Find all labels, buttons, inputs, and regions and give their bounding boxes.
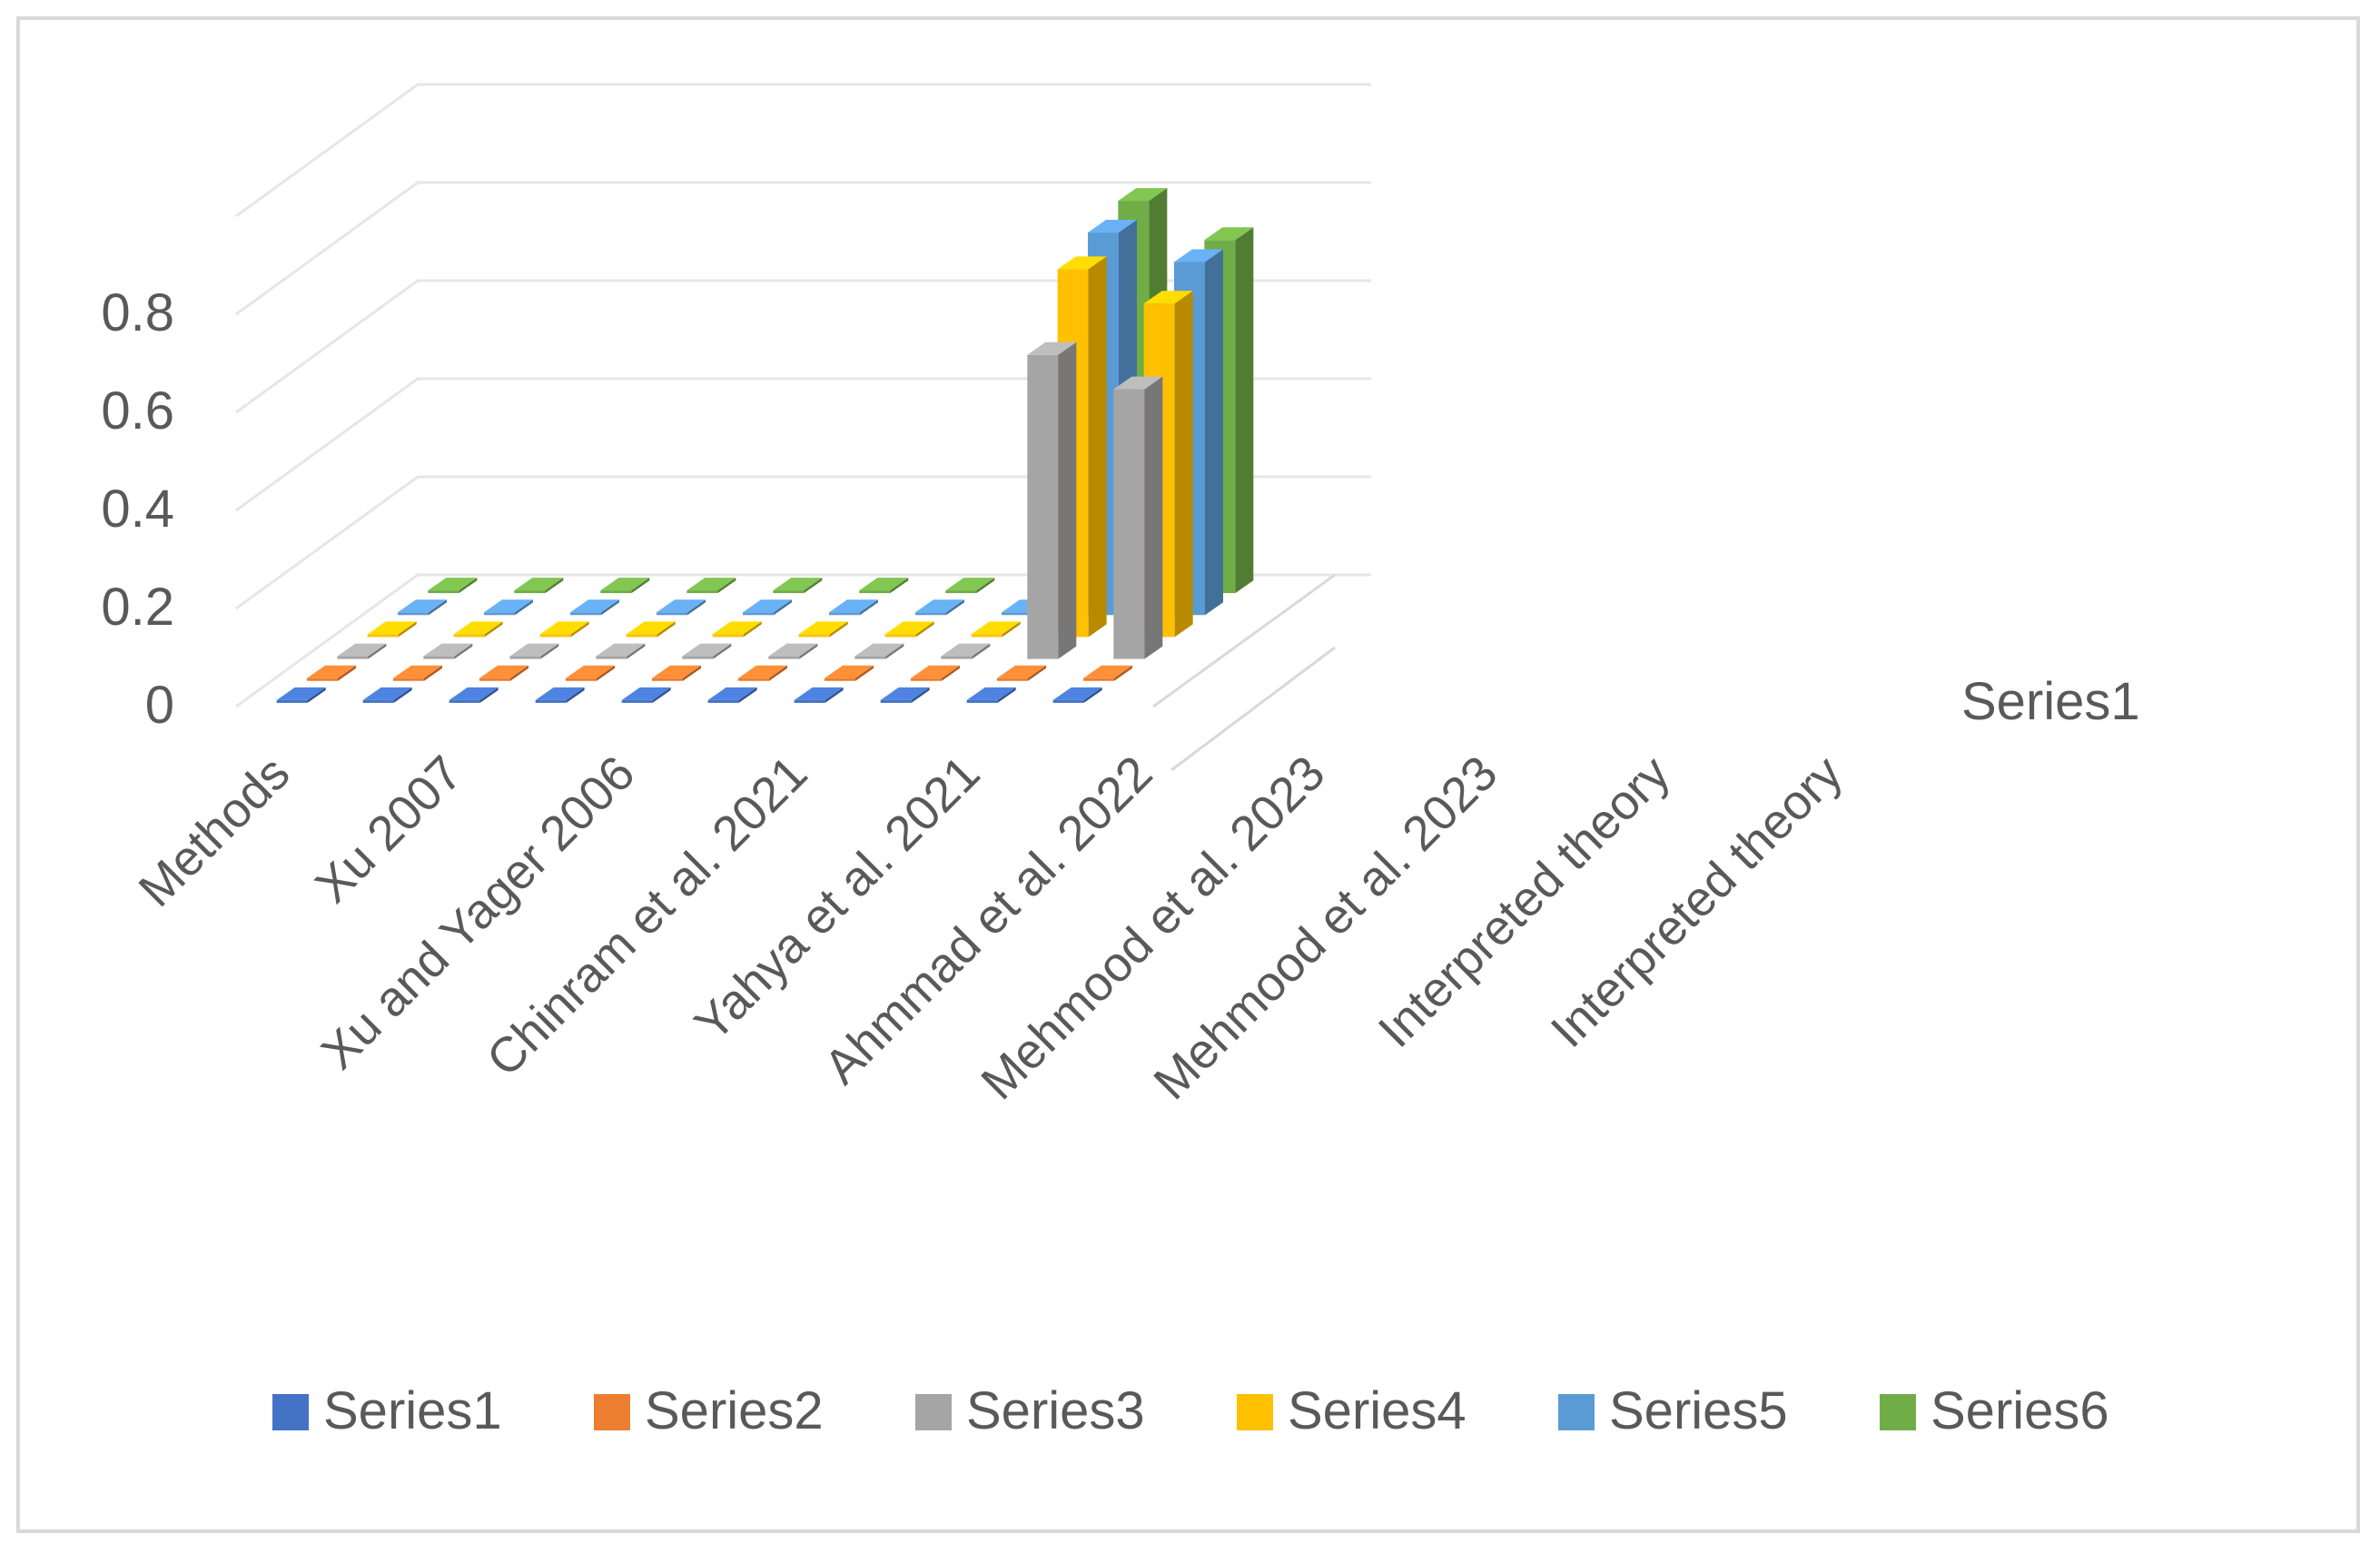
bar-series5-3	[657, 599, 706, 616]
floor-edge	[1152, 573, 1336, 708]
bar-series4-6	[884, 621, 934, 638]
bar-series3-4	[682, 643, 732, 659]
y-axis-ticks: 0 0.2 0.4 0.6 0.8	[101, 283, 174, 735]
depth-axis-label: Series1	[1961, 672, 2140, 731]
bar-series5-6	[915, 599, 964, 616]
legend-label: Series1	[323, 1381, 502, 1440]
y-tick-label: 0.6	[101, 381, 174, 440]
legend-label: Series6	[1931, 1381, 2109, 1440]
bar-series2-7	[911, 665, 960, 681]
bar-series1-3	[535, 687, 585, 703]
category-label: Methods	[129, 746, 301, 917]
bar-series6-5	[859, 578, 909, 594]
bar-series1-6	[794, 687, 844, 703]
gridline	[235, 279, 1371, 414]
bar-series1-7	[880, 687, 930, 703]
y-tick-label: 0.2	[101, 578, 174, 637]
bar-series5-0	[398, 599, 447, 616]
bar-series6-1	[514, 578, 564, 594]
legend-label: Series3	[966, 1381, 1145, 1440]
gridline	[235, 83, 1371, 218]
gridline	[235, 181, 1371, 316]
bar-series1-2	[449, 687, 499, 703]
bar-series1-9	[1052, 687, 1102, 703]
bar-series5-4	[743, 599, 792, 616]
bar-series2-4	[652, 665, 701, 681]
legend-label: Series5	[1609, 1381, 1788, 1440]
legend-swatch	[1558, 1394, 1595, 1430]
category-label: Xu and Yager 2006	[311, 746, 646, 1080]
legend-swatch	[272, 1394, 309, 1430]
y-tick-label: 0.4	[101, 480, 174, 539]
bar-series4-2	[539, 621, 589, 638]
legend-swatch	[594, 1394, 630, 1430]
bar-series1-1	[362, 687, 412, 703]
category-label: Xu 2007	[305, 746, 473, 914]
bar-series5-5	[829, 599, 878, 616]
category-label: Ahmmad et al. 2022	[814, 746, 1162, 1094]
bar-series2-0	[307, 665, 356, 681]
bar-series3-8	[1027, 341, 1077, 659]
bar-series2-6	[825, 665, 874, 681]
y-tick-label: 0.8	[101, 283, 174, 342]
bar-series1-0	[276, 687, 326, 703]
bar-series6-4	[773, 578, 823, 594]
category-label: Mehmood et al. 2023	[1143, 746, 1507, 1110]
legend-swatch	[1880, 1394, 1916, 1430]
bar-series4-0	[367, 621, 417, 638]
bar-series3-5	[768, 643, 818, 659]
bar-series2-1	[393, 665, 442, 681]
bar-series1-4	[621, 687, 671, 703]
legend-swatch	[1237, 1394, 1273, 1430]
chart-floor	[1152, 573, 1336, 772]
category-label: Interpreted theory	[1541, 746, 1853, 1058]
category-label: Mehmood et al. 2023	[971, 746, 1335, 1110]
bar-series6-2	[600, 578, 650, 594]
bar-series4-3	[626, 621, 676, 638]
category-label: Chinram et al. 2021	[477, 746, 818, 1087]
bar-series6-6	[945, 578, 995, 594]
bar-series3-0	[337, 643, 387, 659]
legend-label: Series2	[645, 1381, 824, 1440]
bar-series3-2	[509, 643, 559, 659]
bars	[276, 188, 1254, 703]
bar-series3-6	[854, 643, 904, 659]
bar-series5-1	[484, 599, 533, 616]
bar-series3-3	[596, 643, 646, 659]
bar-series1-8	[966, 687, 1016, 703]
category-label: Interpreted theory	[1368, 746, 1681, 1058]
bar-series2-2	[479, 665, 528, 681]
bar-series1-5	[707, 687, 757, 703]
legend-label: Series4	[1288, 1381, 1467, 1440]
bar-series4-1	[453, 621, 503, 638]
floor-edge	[1170, 646, 1336, 772]
bar-series2-3	[566, 665, 615, 681]
bar-series6-0	[428, 578, 478, 594]
bar-series6-3	[686, 578, 736, 594]
bar-series4-4	[712, 621, 762, 638]
bar-series3-1	[423, 643, 473, 659]
bar-series2-5	[738, 665, 787, 681]
bar-series5-2	[570, 599, 619, 616]
legend: Series1 Series2 Series3 Series4 Series5 Serie…	[272, 1381, 2109, 1440]
legend-swatch	[915, 1394, 952, 1430]
bar-series4-5	[798, 621, 848, 638]
bar-series3-7	[941, 643, 991, 659]
bar-series2-9	[1083, 665, 1132, 681]
bar-series2-8	[997, 665, 1046, 681]
y-tick-label: 0	[145, 676, 174, 735]
bar-series4-7	[971, 621, 1021, 638]
category-label: Yahya et al. 2021	[685, 746, 991, 1052]
bar-series3-9	[1113, 376, 1163, 659]
